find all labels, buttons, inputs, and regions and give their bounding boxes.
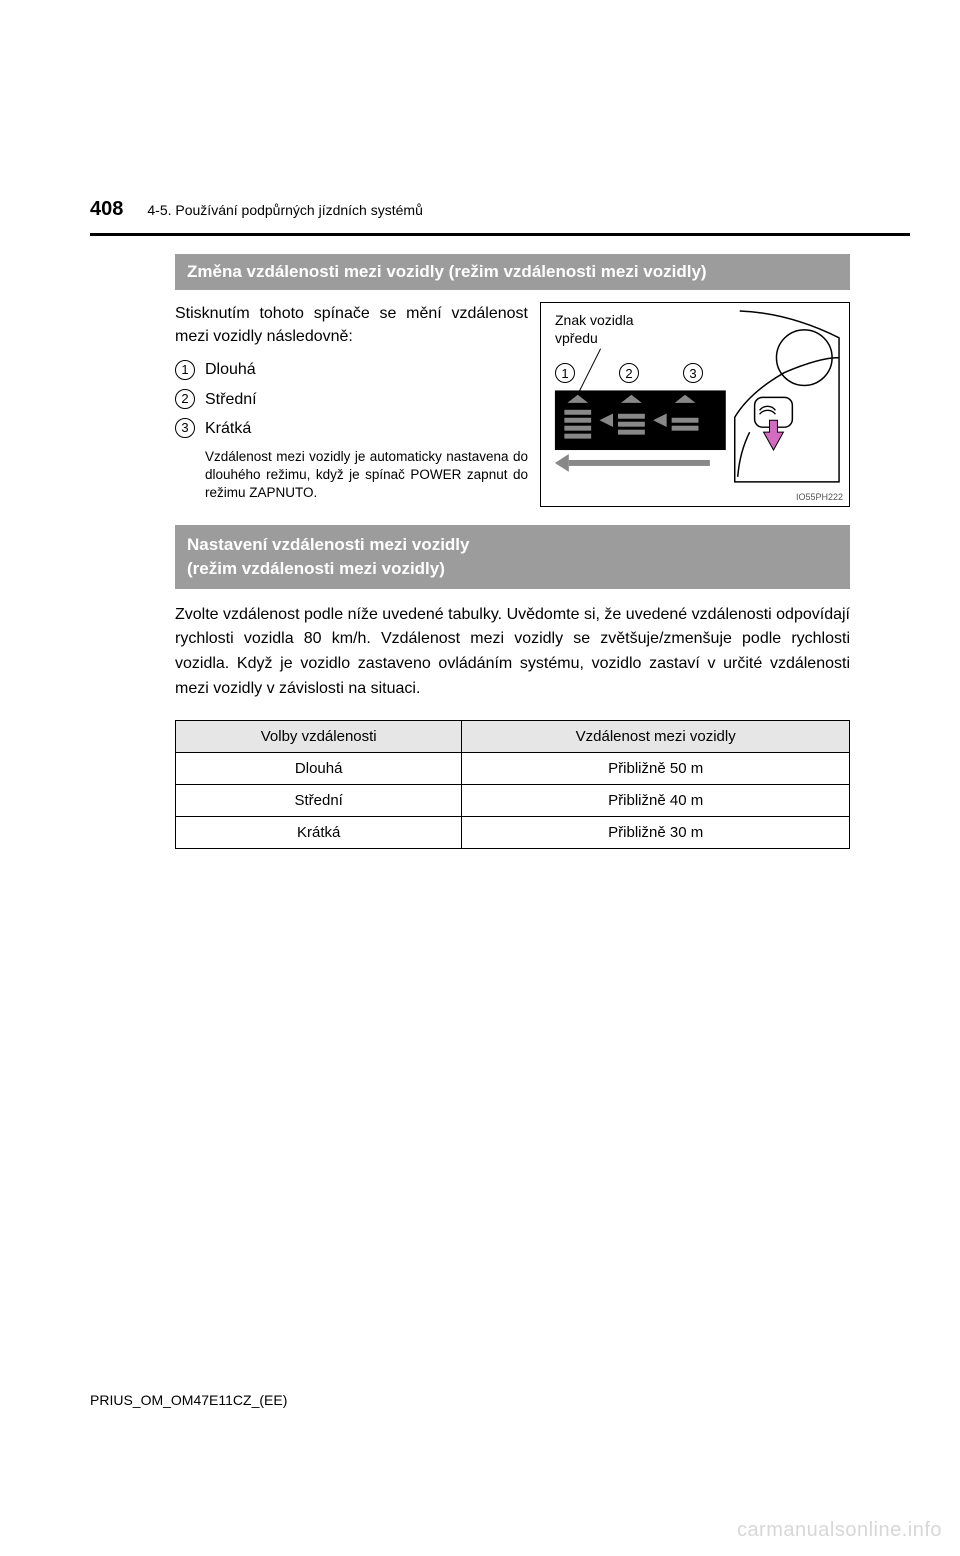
page-number: 408 <box>90 198 123 221</box>
figure-number-icon: 2 <box>619 363 639 383</box>
list-item: 3 Krátká <box>175 417 528 440</box>
table-header: Volby vzdálenosti <box>176 720 462 752</box>
table-header: Vzdálenost mezi vozidly <box>462 720 850 752</box>
figure-number-icon: 3 <box>683 363 703 383</box>
circled-number-icon: 1 <box>175 360 195 380</box>
section-heading-set-distance: Nastavení vzdálenosti mezi vozidly (reži… <box>175 525 850 589</box>
list-item-label: Dlouhá <box>205 358 256 381</box>
heading-line: (režim vzdálenosti mezi vozidly) <box>187 559 445 578</box>
list-item-label: Střední <box>205 388 257 411</box>
auto-reset-note: Vzdálenost mezi vozidly je automaticky n… <box>175 448 528 503</box>
distance-setting-paragraph: Zvolte vzdálenost podle níže uvedené tab… <box>175 603 850 702</box>
intro-text: Stisknutím tohoto spínače se mění vzdále… <box>175 302 528 348</box>
list-item: 1 Dlouhá <box>175 358 528 381</box>
table-cell: Střední <box>176 784 462 816</box>
watermark: carmanualsonline.info <box>737 1519 942 1542</box>
distance-table: Volby vzdálenosti Vzdálenost mezi vozidl… <box>175 720 850 849</box>
table-cell: Přibližně 40 m <box>462 784 850 816</box>
distance-options-list: 1 Dlouhá 2 Střední 3 Krátká <box>175 358 528 440</box>
circled-number-icon: 2 <box>175 389 195 409</box>
footer-doc-code: PRIUS_OM_OM47E11CZ_(EE) <box>90 1392 287 1408</box>
list-item-label: Krátká <box>205 417 251 440</box>
distance-switch-figure: Znak vozidla vpředu <box>540 302 850 507</box>
table-row: Dlouhá Přibližně 50 m <box>176 752 850 784</box>
distance-diagram-icon <box>541 303 849 507</box>
figure-number-icon: 1 <box>555 363 575 383</box>
table-cell: Přibližně 50 m <box>462 752 850 784</box>
table-cell: Přibližně 30 m <box>462 816 850 848</box>
section-heading-change-distance: Změna vzdálenosti mezi vozidly (režim vz… <box>175 254 850 290</box>
table-cell: Krátká <box>176 816 462 848</box>
figure-code: IO55PH222 <box>796 492 843 502</box>
table-cell: Dlouhá <box>176 752 462 784</box>
list-item: 2 Střední <box>175 388 528 411</box>
header-divider <box>90 233 910 236</box>
table-row: Krátká Přibližně 30 m <box>176 816 850 848</box>
circled-number-icon: 3 <box>175 418 195 438</box>
section-breadcrumb: 4-5. Používání podpůrných jízdních systé… <box>147 202 422 218</box>
table-row: Střední Přibližně 40 m <box>176 784 850 816</box>
heading-line: Nastavení vzdálenosti mezi vozidly <box>187 535 469 554</box>
